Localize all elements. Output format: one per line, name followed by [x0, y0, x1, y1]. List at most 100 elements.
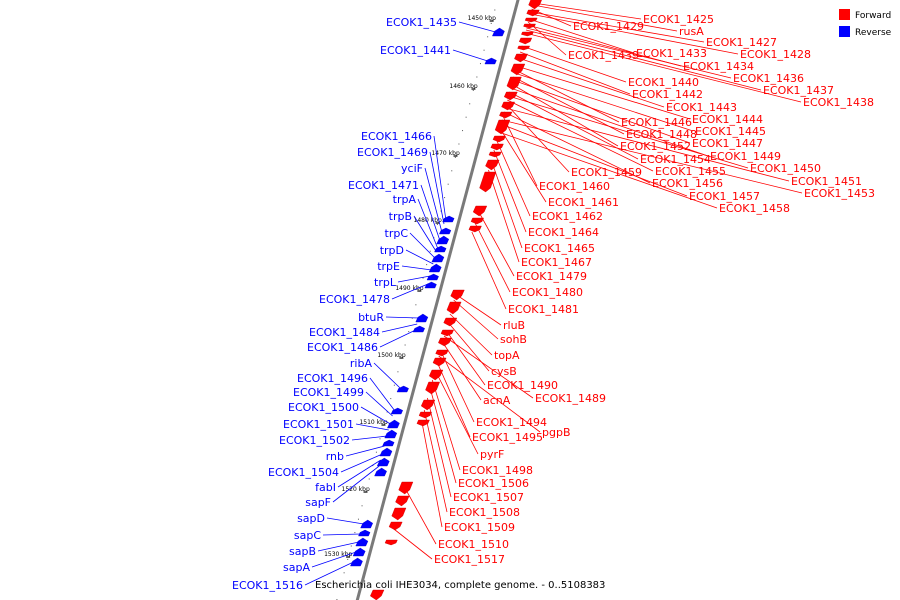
reverse-gene-leader [379, 329, 416, 348]
reverse-gene-label: ECOK1_1501 [283, 418, 354, 431]
tick-label: 1470 kbp [431, 150, 459, 157]
reverse-gene [428, 263, 442, 273]
forward-gene [501, 101, 515, 111]
reverse-gene-leader [433, 135, 447, 219]
forward-gene-label-text: rusA [679, 25, 704, 38]
forward-gene-label-text: ECOK1_1481 [508, 303, 579, 316]
forward-gene-label-text: ECOK1_1506 [458, 477, 529, 490]
reverse-gene-leader [322, 533, 362, 536]
forward-gene [398, 481, 414, 495]
forward-gene-label: ECOK1_1454 [640, 153, 711, 166]
reverse-gene-label: trpE [377, 260, 400, 273]
forward-gene-label: ECOK1_1449 [710, 150, 781, 163]
forward-gene-label: ECOK1_1465 [524, 242, 595, 255]
forward-gene-label-text: ECOK1_1455 [655, 165, 726, 178]
reverse-gene-label-text: ECOK1_1466 [361, 130, 432, 143]
forward-gene-leader [508, 95, 749, 169]
forward-gene [517, 45, 530, 51]
reverse-gene-label-text: ECOK1_1496 [297, 372, 368, 385]
forward-gene-label: ECOK1_1494 [476, 416, 547, 429]
forward-gene-leader [500, 123, 688, 197]
forward-gene [435, 349, 449, 357]
forward-gene [521, 31, 534, 37]
forward-gene-label-text: ECOK1_1448 [626, 128, 697, 141]
forward-gene-label: ECOK1_1509 [444, 521, 515, 534]
reverse-gene [374, 467, 387, 477]
forward-gene [490, 143, 504, 151]
forward-gene-leader [421, 419, 443, 528]
forward-gene-label-text: sohB [500, 333, 527, 346]
reverse-gene-label-text: btuR [358, 311, 384, 324]
forward-gene-label-text: acnA [483, 394, 511, 407]
forward-gene-leader [526, 27, 732, 79]
forward-gene-label: cysB [491, 365, 517, 378]
forward-gene-label: rusA [679, 25, 704, 38]
forward-gene-label-text: cysB [491, 365, 517, 378]
gene-layer [350, 0, 542, 600]
forward-gene-label: ECOK1_1427 [706, 36, 777, 49]
reverse-gene-leader [337, 459, 382, 488]
reverse-gene-label: ECOK1_1500 [288, 401, 359, 414]
reverse-gene [492, 27, 505, 37]
forward-gene [524, 17, 538, 23]
tick-layer: 1450 kbp 1460 kbp 1470 kbp 1480 kbp 1490 kbp… [324, 9, 496, 600]
forward-gene-label: ECOK1_1490 [487, 379, 558, 392]
forward-gene-label-text: ECOK1_1480 [512, 286, 583, 299]
reverse-gene-label-text: sapA [283, 561, 310, 574]
forward-gene-leader [443, 335, 534, 399]
reverse-gene-label-text: ECOK1_1478 [319, 293, 390, 306]
reverse-gene-leader [340, 453, 383, 473]
forward-gene-label-text: ECOK1_1457 [689, 190, 760, 203]
forward-gene [526, 9, 540, 17]
forward-gene [492, 135, 506, 143]
reverse-gene-label: ECOK1_1471 [348, 179, 419, 192]
genome-axis [355, 0, 520, 600]
reverse-gene-label-text: rnb [326, 450, 344, 463]
reverse-gene-leader [391, 283, 429, 300]
forward-gene-leader [490, 159, 523, 249]
forward-gene-leader [449, 313, 493, 356]
reverse-gene-leader [385, 316, 419, 319]
forward-gene-label: ECOK1_1460 [539, 180, 610, 193]
forward-gene-label-text: ECOK1_1445 [695, 125, 766, 138]
reverse-gene-label: yciF [401, 162, 423, 175]
forward-gene-label-text: ECOK1_1443 [666, 101, 737, 114]
forward-gene-leader [392, 527, 433, 560]
reverse-gene [352, 547, 366, 557]
forward-gene [488, 151, 502, 158]
forward-gene-label-text: ECOK1_1447 [692, 137, 763, 150]
forward-gene-label: ECOK1_1452 [620, 140, 691, 153]
forward-gene-label-text: rluB [503, 319, 525, 332]
forward-gene-label-text: ECOK1_1454 [640, 153, 711, 166]
forward-gene [384, 539, 398, 546]
forward-gene-label: ECOK1_1444 [692, 113, 763, 126]
forward-gene-label-text: ECOK1_1460 [539, 180, 610, 193]
forward-gene-label: rluB [503, 319, 525, 332]
reverse-gene-label-text: ECOK1_1500 [288, 401, 359, 414]
forward-gene-label: ECOK1_1436 [733, 72, 804, 85]
forward-gene-leader [507, 99, 654, 172]
tick-label: 1490 kbp [395, 285, 423, 292]
forward-gene [523, 23, 536, 29]
forward-gene-leader [510, 87, 709, 157]
reverse-gene-label-text: ECOK1_1471 [348, 179, 419, 192]
reverse-gene-leader [355, 423, 389, 431]
reverse-gene-leader [452, 49, 488, 62]
forward-gene-label: ECOK1_1462 [532, 210, 603, 223]
forward-gene-leader [502, 115, 538, 187]
reverse-gene-label-text: ECOK1_1501 [283, 418, 354, 431]
forward-gene-label: ECOK1_1510 [438, 538, 509, 551]
reverse-gene-leader [365, 391, 393, 417]
reverse-gene-label: fabI [315, 481, 336, 494]
forward-gene [446, 301, 462, 315]
forward-gene [506, 76, 522, 91]
tick-label: 1530 kbp [324, 551, 352, 558]
forward-gene-label: ECOK1_1498 [462, 464, 533, 477]
forward-gene-label: ECOK1_1507 [453, 491, 524, 504]
forward-gene-label-text: ECOK1_1439 [568, 49, 639, 62]
forward-gene-leader [436, 361, 471, 438]
reverse-gene [484, 57, 497, 65]
forward-gene-label: ECOK1_1434 [683, 60, 754, 73]
forward-gene-leader [438, 355, 541, 433]
forward-gene-label: ECOK1_1448 [626, 128, 697, 141]
